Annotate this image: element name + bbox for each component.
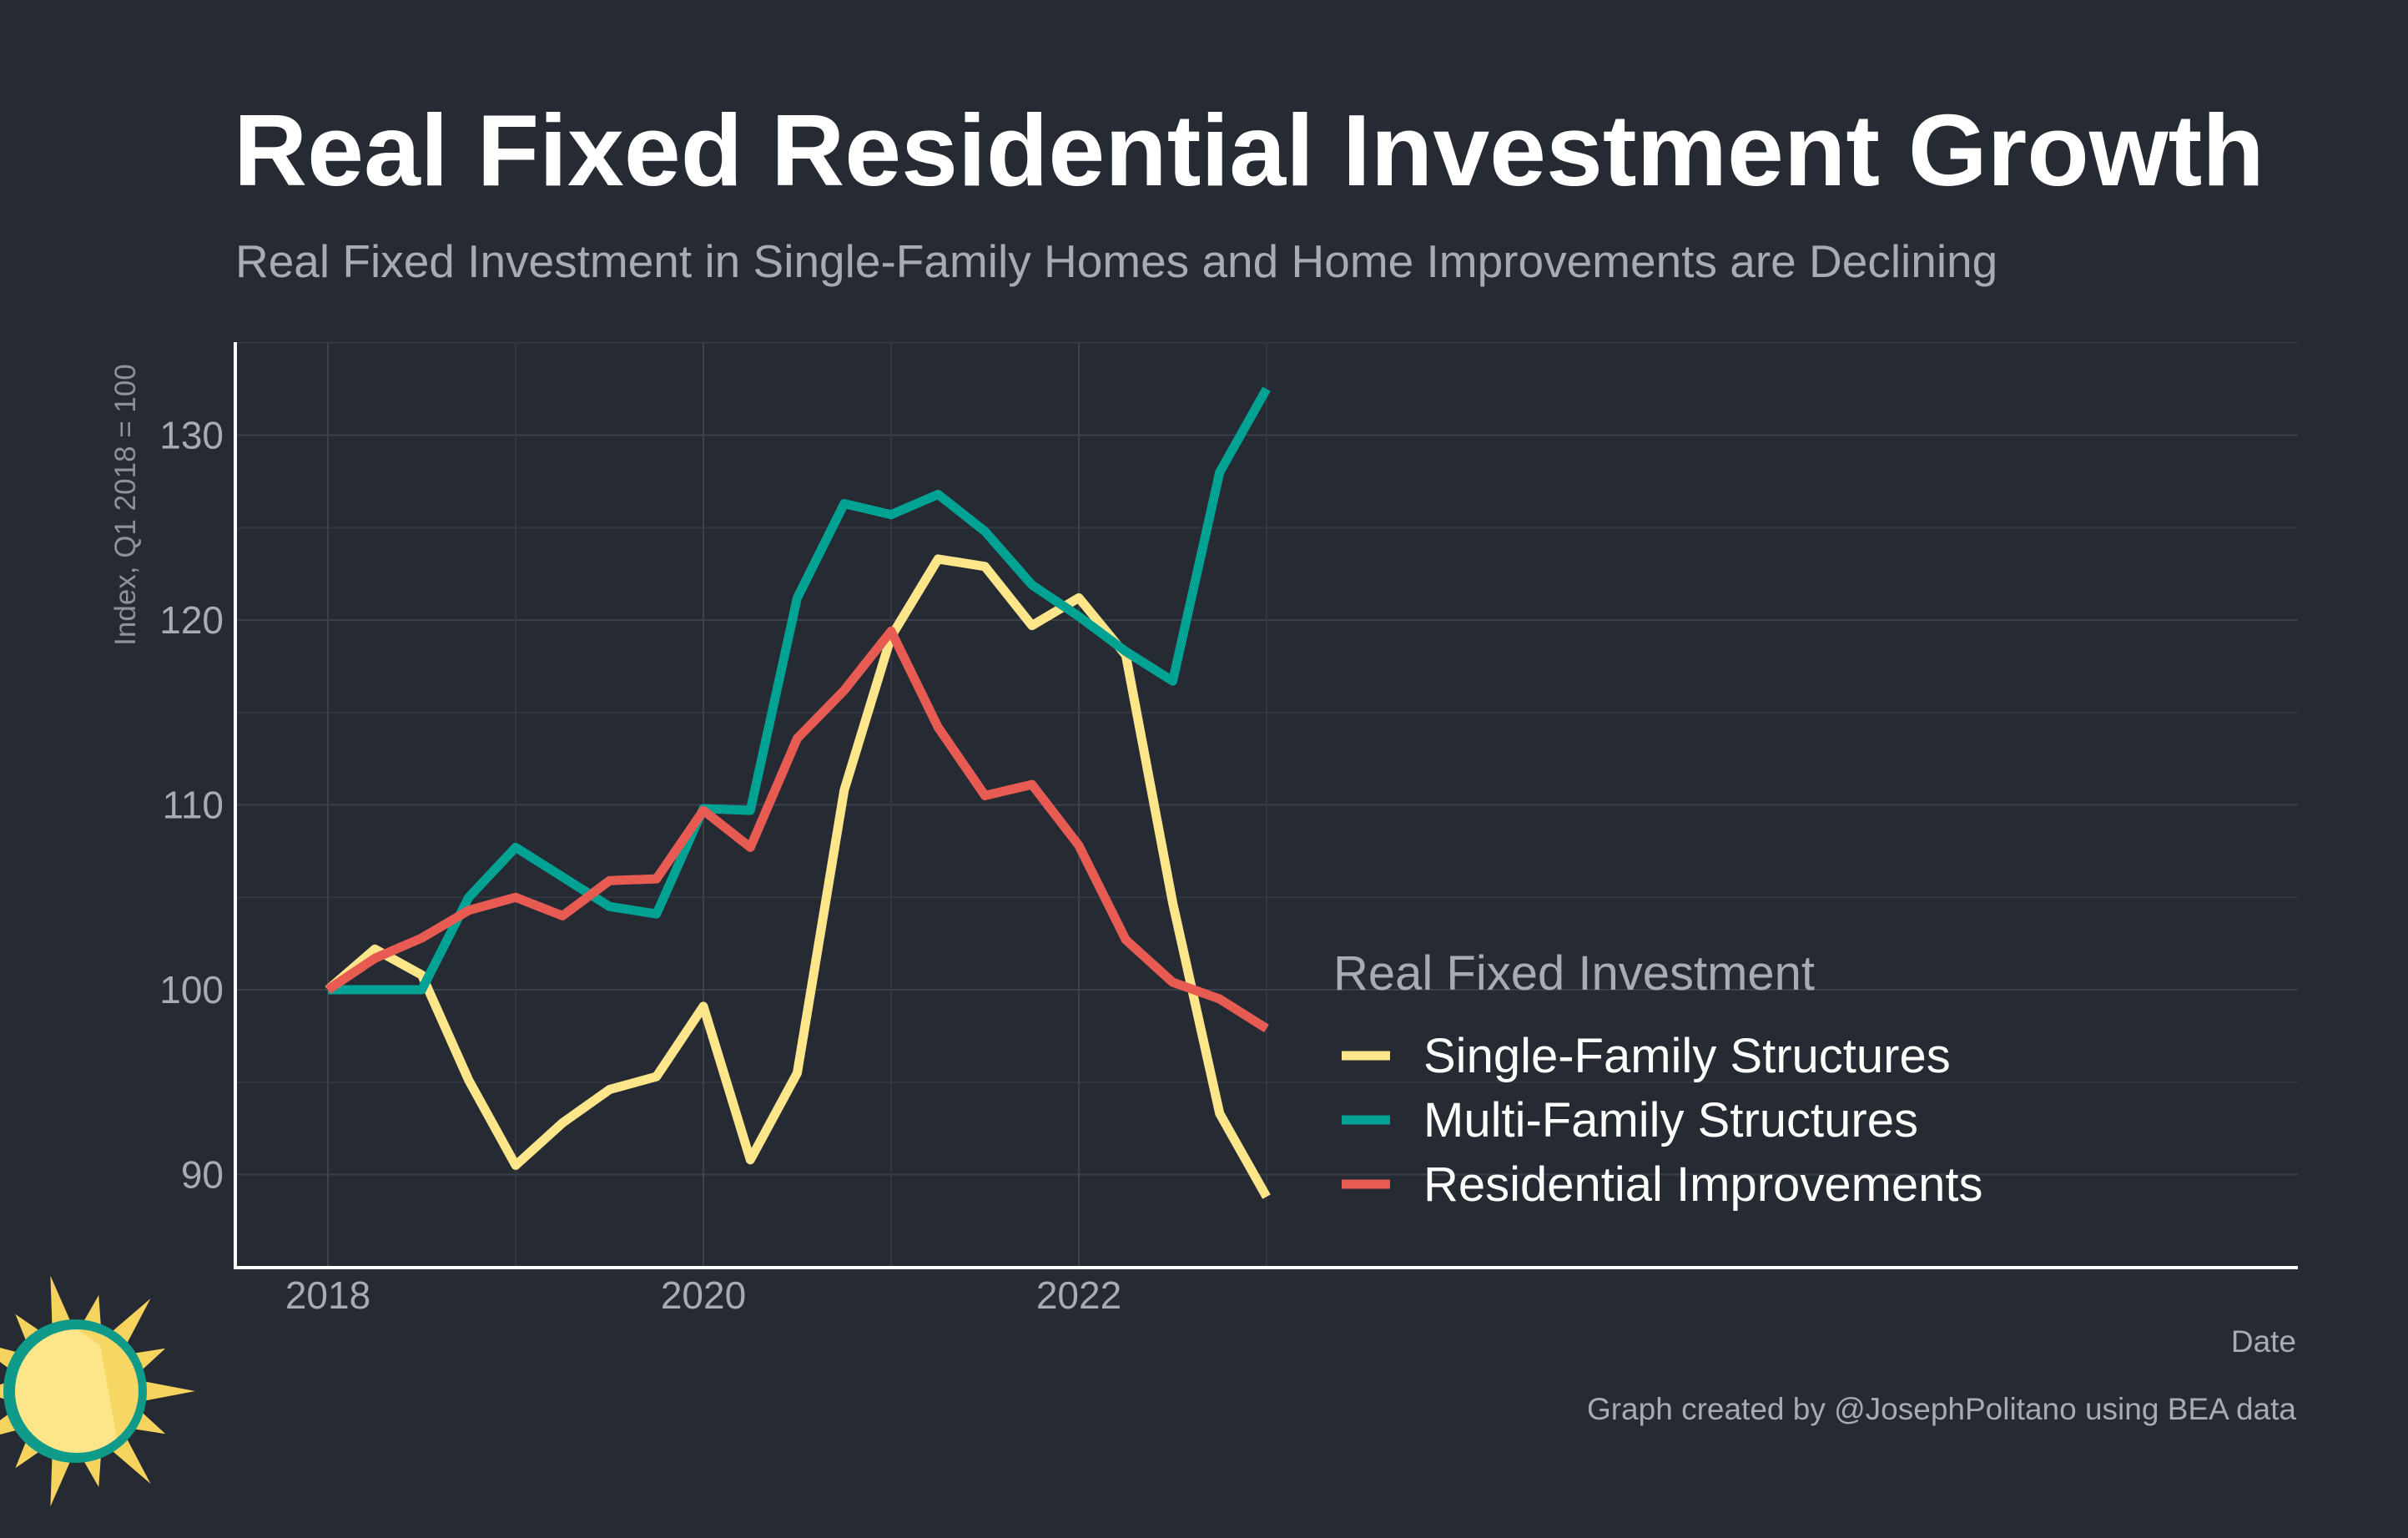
- x-tick-label: 2022: [1036, 1273, 1121, 1317]
- series-line-2: [328, 386, 1271, 995]
- y-tick-label: 130: [159, 414, 224, 457]
- x-tick-label: 2020: [661, 1273, 746, 1317]
- y-tick-label: 120: [159, 598, 224, 642]
- y-axis-label: Index, Q1 2018 = 100: [109, 364, 142, 646]
- legend-label: Residential Improvements: [1423, 1157, 1983, 1212]
- chart-subtitle: Real Fixed Investment in Single-Family H…: [235, 235, 1997, 287]
- x-tick-label: 2018: [285, 1273, 370, 1317]
- sun-ray: [50, 1451, 73, 1507]
- caption: Graph created by @JosephPolitano using B…: [1587, 1392, 2296, 1426]
- y-tick-label: 100: [159, 968, 224, 1011]
- sun-logo-icon: [0, 1275, 195, 1507]
- axis-ticks: 90 100 110 120 130 2018 2020 2022: [159, 414, 1121, 1318]
- sun-ray: [50, 1275, 73, 1331]
- y-tick-label: 110: [163, 784, 224, 827]
- legend-title: Real Fixed Investment: [1333, 946, 1815, 1001]
- legend-items: Single-Family Structures Multi-Family Str…: [1342, 1029, 1983, 1212]
- y-tick-label: 90: [181, 1153, 224, 1197]
- series-lines: [325, 386, 1271, 1199]
- x-axis-label: Date: [2231, 1324, 2296, 1359]
- sun-ray: [141, 1380, 195, 1402]
- logo-sun-shade: [77, 1329, 139, 1438]
- chart-title: Real Fixed Residential Investment Growth: [234, 93, 2264, 207]
- grid: [235, 341, 2298, 1268]
- series-line-3: [325, 626, 1269, 1033]
- legend-label: Single-Family Structures: [1423, 1029, 1951, 1083]
- legend: Real Fixed Investment Single-Family Stru…: [1333, 946, 1983, 1212]
- legend-label: Multi-Family Structures: [1423, 1093, 1918, 1147]
